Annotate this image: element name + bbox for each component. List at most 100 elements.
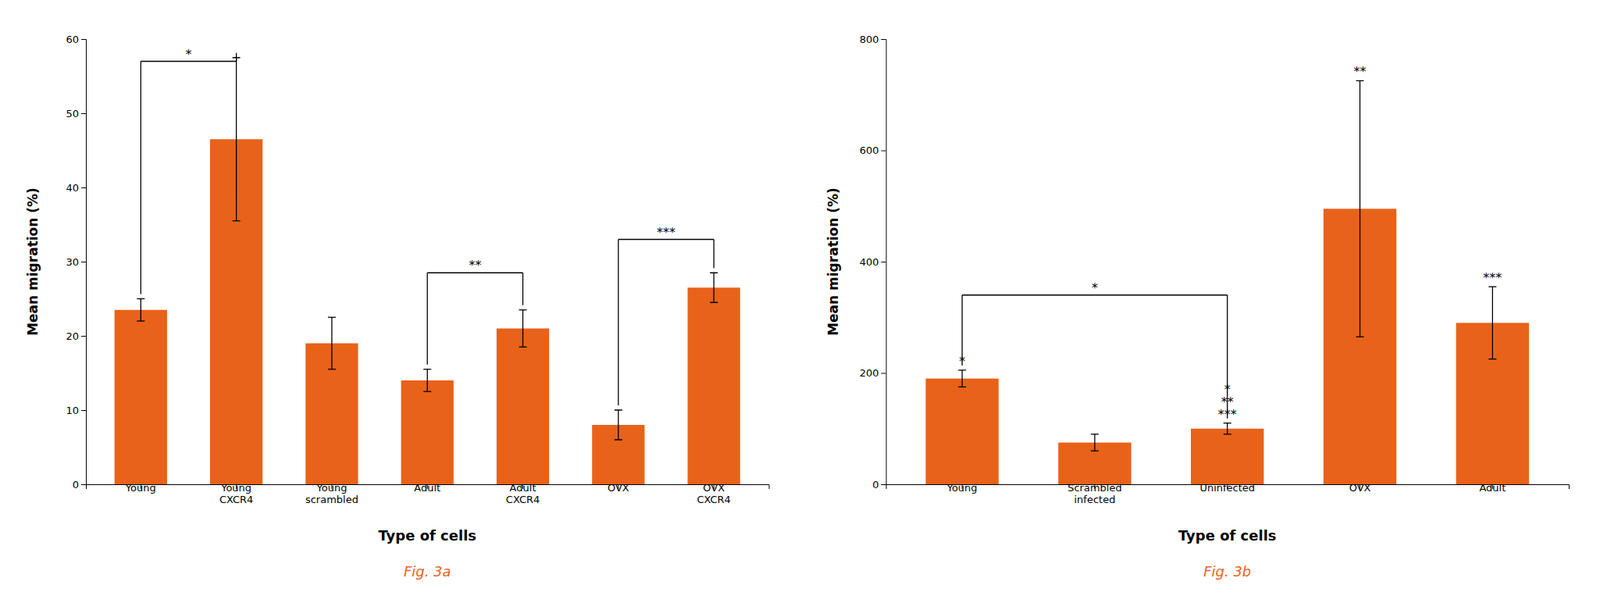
error-bar-cap: [709, 272, 718, 274]
error-bar-stem: [713, 272, 715, 303]
x-tick: YoungCXCR4: [219, 481, 254, 506]
error-bar-cap: [136, 298, 145, 300]
bar: [401, 380, 454, 485]
significance-label: **: [1354, 64, 1367, 79]
bar: [925, 378, 998, 485]
x-axis: YoungYoungCXCR4YoungscrambledAdultAdultC…: [86, 481, 770, 506]
x-tick-label: OVXCXCR4: [696, 481, 731, 506]
bracket-leg: [617, 239, 619, 407]
y-tick: 50: [65, 107, 86, 120]
error-bar: [1356, 80, 1365, 337]
y-tick-label: 800: [859, 33, 880, 46]
y-tick: 40: [65, 181, 86, 194]
y-tick: 400: [859, 256, 887, 268]
x-axis: YoungScrambledinfectedUninfectedOVXAdult: [886, 481, 1570, 506]
error-bar-cap: [1223, 422, 1232, 424]
significance-label: *: [185, 46, 192, 62]
x-tick: AdultCXCR4: [506, 481, 540, 506]
annotations: ******: [140, 46, 714, 407]
error-bar-stem: [1492, 286, 1494, 360]
y-tick-label: 400: [859, 256, 880, 268]
error-bar-stem: [961, 370, 963, 387]
y-tick-mark: [881, 150, 887, 152]
error-bar: [136, 299, 145, 322]
y-tick-mark: [881, 261, 887, 263]
significance-label: *: [1091, 280, 1098, 296]
error-bar-cap: [614, 409, 623, 410]
bar: [114, 310, 168, 485]
y-tick-label: 600: [859, 144, 880, 157]
bar: [496, 328, 549, 485]
error-bar: [519, 310, 528, 348]
error-bar-stem: [1359, 80, 1361, 337]
y-tick: 200: [859, 367, 887, 379]
error-bar: [1090, 434, 1099, 451]
y-tick-label: 0: [872, 478, 879, 491]
error-bar-cap: [958, 369, 966, 371]
y-tick: 0: [72, 478, 86, 491]
x-tick-label: AdultCXCR4: [506, 481, 540, 506]
error-bar-stem: [1093, 434, 1095, 451]
figure: 0102030405060YoungYoungCXCR4Youngscrambl…: [0, 0, 1600, 603]
error-bar-stem: [617, 409, 619, 440]
error-bar-cap: [519, 309, 528, 311]
annotations: *************: [958, 64, 1502, 421]
bracket-leg: [713, 239, 715, 269]
error-bar-cap: [232, 220, 241, 221]
bracket: [962, 295, 1228, 419]
y-tick-mark: [81, 39, 86, 40]
error-bar: [327, 317, 336, 370]
error-bar-cap: [709, 302, 718, 303]
error-bar: [1223, 423, 1232, 435]
bar: [687, 287, 741, 485]
error-bar-cap: [958, 386, 966, 388]
x-tick: OVXCXCR4: [696, 481, 731, 506]
significance-label: *: [1224, 381, 1231, 397]
y-tick-label: 10: [65, 404, 79, 417]
y-tick-mark: [81, 484, 86, 485]
x-tick-label: YoungCXCR4: [219, 481, 254, 506]
bracket-leg: [235, 53, 237, 62]
error-bar-cap: [327, 368, 336, 370]
error-bar-stem: [1226, 423, 1228, 435]
y-tick: 800: [859, 33, 887, 46]
error-bar-cap: [1488, 358, 1497, 360]
y-tick-mark: [81, 261, 86, 263]
bracket: [618, 239, 714, 407]
error-bar-stem: [235, 57, 237, 221]
significance-label: **: [468, 257, 482, 273]
y-tick: 30: [65, 256, 86, 268]
bracket: [427, 272, 523, 365]
plot-area: [114, 57, 741, 485]
y-tick-mark: [81, 187, 86, 189]
error-bar: [1488, 286, 1497, 360]
plot-area: [925, 80, 1529, 485]
bar: [1190, 428, 1264, 485]
error-bar-cap: [1223, 433, 1232, 435]
y-axis-title: Mean migration (%): [24, 187, 41, 336]
error-bar-cap: [614, 438, 623, 440]
error-bar-stem: [522, 310, 524, 348]
y-tick-mark: [81, 113, 86, 115]
caption: Fig. 3a: [403, 563, 452, 580]
y-tick: 600: [859, 144, 887, 157]
x-tick: Scrambledinfected: [1067, 481, 1123, 506]
chart-panel: 0102030405060YoungYoungCXCR4Youngscrambl…: [24, 33, 770, 580]
chart-panel: 0 200 400 600 800 YoungScrambledinfectedUninf…: [825, 33, 1570, 580]
y-tick: 0: [872, 478, 886, 491]
y-tick-mark: [81, 409, 86, 411]
error-bar-cap: [1488, 285, 1497, 287]
error-bar-cap: [1356, 336, 1365, 338]
error-bar-cap: [1090, 433, 1099, 435]
y-tick-label: 60: [65, 33, 79, 46]
significance-label: *: [958, 353, 966, 369]
error-bar-cap: [1090, 450, 1099, 452]
error-bar-stem: [331, 317, 332, 370]
error-bar: [709, 272, 718, 303]
y-tick-label: 30: [65, 256, 79, 268]
y-axis-line: [881, 39, 888, 485]
bracket: [140, 53, 236, 295]
error-bar-cap: [519, 346, 528, 348]
error-bar: [423, 369, 432, 392]
significance-label: ***: [1482, 270, 1502, 286]
